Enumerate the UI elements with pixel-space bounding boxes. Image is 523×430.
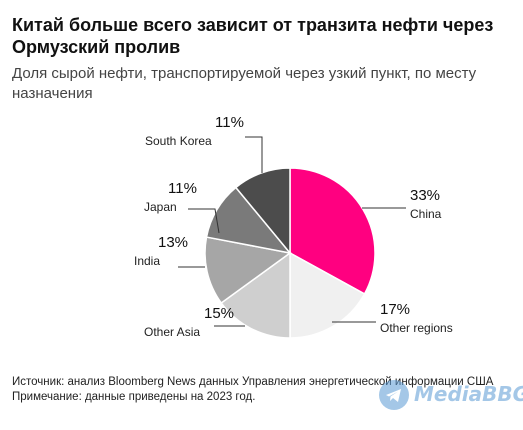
note-line: Примечание: данные приведены на 2023 год… — [12, 391, 256, 403]
slice-category-label: Other Asia — [144, 325, 200, 339]
slice-value-label: 11% — [215, 114, 244, 131]
leader-line-japan — [188, 208, 220, 234]
slice-category-label: India — [134, 254, 160, 268]
telegram-icon — [379, 380, 409, 410]
slice-value-label: 13% — [158, 234, 188, 251]
leader-line-south-korea — [245, 136, 263, 173]
chart-title: Китай больше всего зависит от транзита н… — [12, 15, 494, 57]
watermark: MediaBBG — [378, 378, 523, 412]
slice-value-label: 33% — [410, 187, 440, 204]
pie-slice-other-regions — [289, 251, 366, 339]
pie-slice-china — [289, 167, 376, 295]
source-note: Источник: анализ Bloomberg News данных У… — [12, 375, 517, 405]
pie-slice-other-asia — [220, 251, 291, 339]
slice-category-label: China — [410, 207, 442, 221]
slice-value-label: 17% — [380, 301, 410, 318]
pie-chart: 33% China 17% Other regions 15% Other Asia 13%… — [134, 114, 453, 339]
slice-category-label: Other regions — [380, 321, 453, 335]
chart-subtitle: Доля сырой нефти, транспортируемой через… — [12, 65, 477, 102]
watermark-text: MediaBBG — [414, 382, 523, 406]
slice-category-label: South Korea — [145, 134, 212, 148]
source-line: Источник: анализ Bloomberg News данных У… — [12, 376, 494, 388]
slice-category-label: Japan — [144, 200, 177, 214]
pie-slice-south-korea — [234, 167, 291, 256]
pie-slice-india — [204, 236, 292, 305]
slice-value-label: 15% — [204, 305, 234, 322]
slice-value-label: 11% — [168, 180, 197, 197]
